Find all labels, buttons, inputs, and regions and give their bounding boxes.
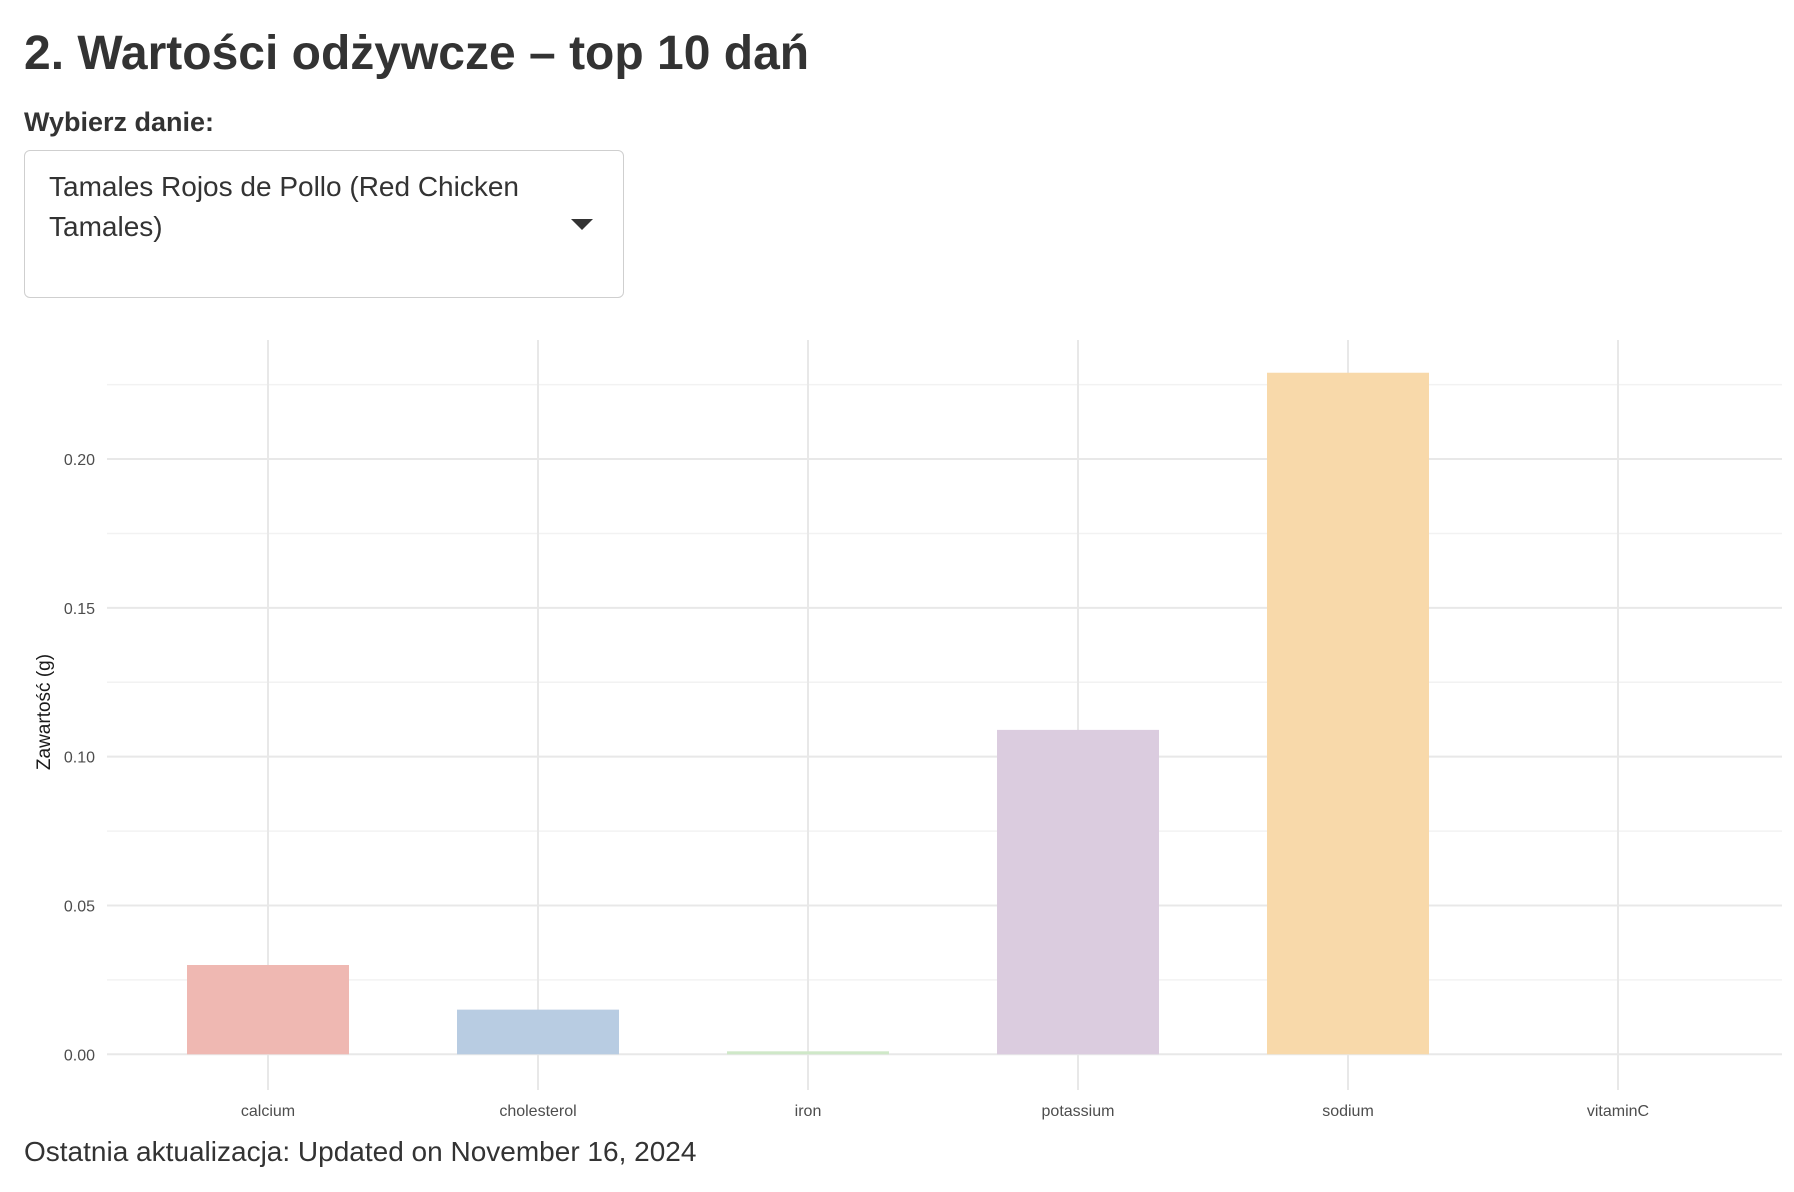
y-axis-title: Zawartość (g)	[34, 654, 55, 770]
bar-sodium	[1267, 372, 1429, 1055]
dish-select-value: Tamales Rojos de Pollo (Red Chicken Tama…	[49, 171, 519, 242]
page-title: 2. Wartości odżywcze – top 10 dań	[24, 27, 810, 80]
x-tick-label: potassium	[1042, 1103, 1115, 1120]
bar-calcium	[187, 965, 349, 1055]
x-tick-label: calcium	[241, 1103, 295, 1120]
bar-iron	[727, 1051, 889, 1055]
nutrition-chart: 0.00 0.05 0.10 0.15 0.20 calcium cholesterol ir…	[0, 330, 1794, 1130]
dish-select[interactable]: Tamales Rojos de Pollo (Red Chicken Tama…	[24, 150, 624, 298]
caret-down-icon	[571, 219, 593, 230]
x-tick-label: vitaminC	[1587, 1103, 1649, 1120]
bar-potassium	[997, 729, 1159, 1055]
x-tick-label: cholesterol	[499, 1103, 576, 1120]
y-tick-label: 0.10	[64, 750, 95, 767]
x-tick-label: iron	[795, 1103, 822, 1120]
y-tick-label: 0.15	[64, 601, 95, 618]
y-tick-label: 0.05	[64, 898, 95, 915]
y-tick-label: 0.00	[64, 1047, 95, 1064]
nutrition-bar-chart-svg: 0.00 0.05 0.10 0.15 0.20 calcium cholesterol ir…	[34, 340, 1782, 1120]
x-tick-label: sodium	[1322, 1103, 1374, 1120]
bar-cholesterol	[457, 1009, 619, 1055]
last-updated-text: Ostatnia aktualizacja: Updated on Novemb…	[24, 1136, 697, 1167]
dish-select-label: Wybierz danie:	[24, 107, 215, 137]
y-tick-label: 0.20	[64, 452, 95, 469]
